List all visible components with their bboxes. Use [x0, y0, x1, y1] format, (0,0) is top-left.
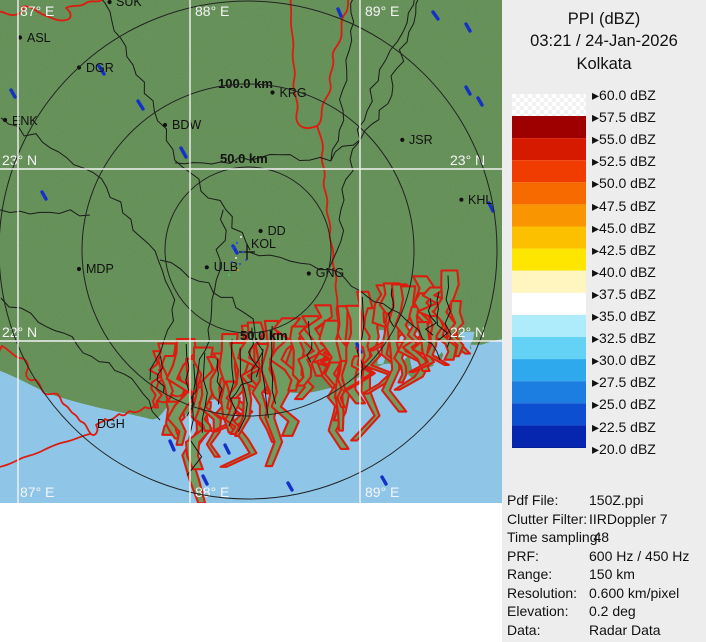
svg-text:ULB: ULB — [214, 260, 238, 274]
svg-text:87° E: 87° E — [20, 484, 54, 500]
svg-text:22° N: 22° N — [2, 324, 37, 340]
svg-text:22° N: 22° N — [450, 324, 485, 340]
svg-text:ASL: ASL — [27, 31, 51, 45]
svg-text:JSR: JSR — [409, 133, 433, 147]
svg-text:89° E: 89° E — [365, 3, 399, 19]
svg-text:DGH: DGH — [97, 417, 125, 431]
svg-text:KHL: KHL — [468, 193, 492, 207]
svg-text:89° E: 89° E — [365, 484, 399, 500]
svg-text:KOL: KOL — [251, 237, 276, 251]
svg-text:SUK: SUK — [116, 0, 142, 9]
svg-text:DGR: DGR — [86, 61, 114, 75]
svg-text:BDW: BDW — [172, 118, 201, 132]
svg-text:DD: DD — [268, 224, 286, 238]
svg-text:100.0 km: 100.0 km — [218, 76, 273, 91]
svg-text:23° N: 23° N — [2, 152, 37, 168]
svg-text:MDP: MDP — [86, 262, 114, 276]
svg-text:87° E: 87° E — [20, 3, 54, 19]
